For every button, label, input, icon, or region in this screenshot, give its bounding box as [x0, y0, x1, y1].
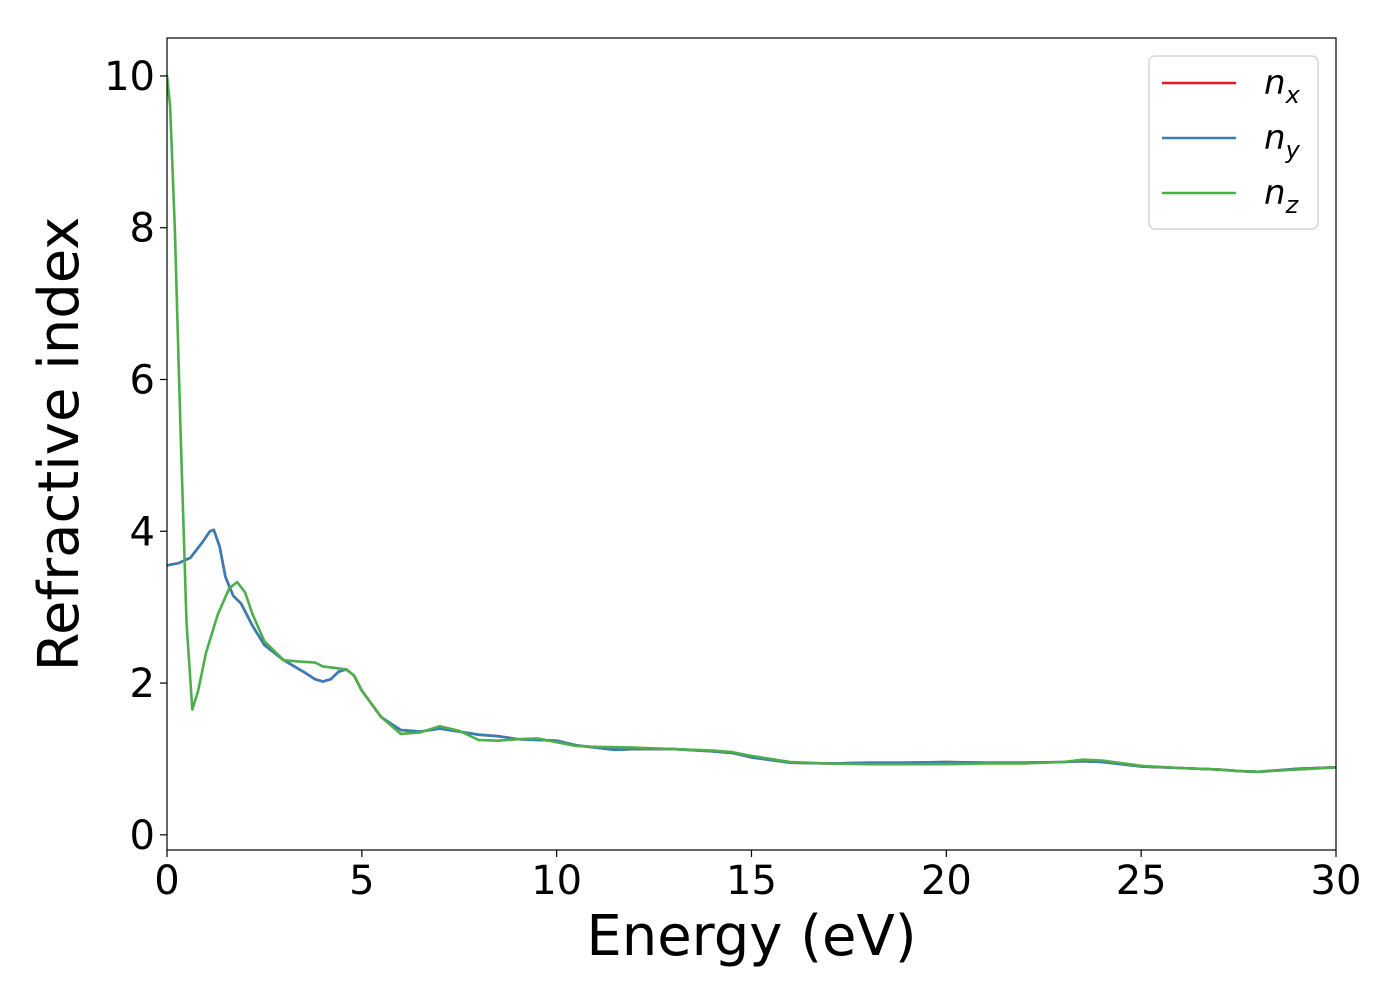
series-line-n-z — [167, 74, 1336, 774]
x-axis-title: Energy (eV) — [586, 904, 916, 969]
legend-label-base: n — [1264, 118, 1286, 158]
y-tick-label: 0 — [130, 813, 155, 859]
series-line-n-y — [167, 528, 1336, 774]
legend-label-n-x: nx — [1264, 63, 1301, 109]
x-tick-label: 10 — [531, 858, 582, 904]
legend-label-subscript: x — [1285, 81, 1301, 109]
y-axis-ticks: 0 2 4 6 8 10 — [104, 54, 167, 859]
y-tick-label: 10 — [104, 54, 155, 100]
x-tick-label: 30 — [1311, 858, 1362, 904]
legend-label-n-y: ny — [1264, 118, 1301, 164]
y-tick-label: 2 — [130, 661, 155, 707]
legend-label-n-z: nz — [1264, 173, 1300, 219]
x-tick-label: 15 — [726, 858, 777, 904]
y-tick-label: 6 — [130, 357, 155, 403]
x-tick-label: 5 — [349, 858, 374, 904]
x-tick-label: 0 — [154, 858, 179, 904]
series-line-n-x — [167, 528, 1336, 774]
y-axis-title: Refractive index — [27, 217, 92, 672]
x-tick-label: 25 — [1116, 858, 1167, 904]
y-tick-label: 8 — [130, 206, 155, 252]
y-tick-label: 4 — [130, 509, 155, 555]
series-layer — [167, 74, 1336, 774]
legend-label-subscript: z — [1285, 191, 1300, 219]
x-tick-label: 20 — [921, 858, 972, 904]
legend-label-subscript: y — [1285, 136, 1301, 164]
legend-label-base: n — [1264, 173, 1286, 213]
legend-label-base: n — [1264, 63, 1286, 103]
x-axis-ticks: 0 5 10 15 20 25 30 — [154, 850, 1361, 904]
legend-box — [1148, 55, 1319, 230]
